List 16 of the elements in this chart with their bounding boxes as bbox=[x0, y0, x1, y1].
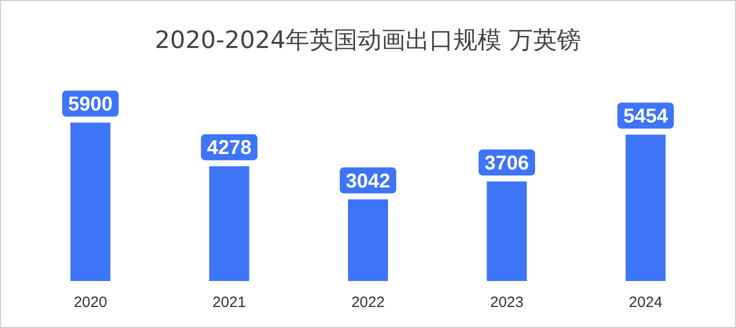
x-tick-label: 2023 bbox=[490, 294, 524, 311]
data-label: 4278 bbox=[206, 137, 252, 160]
chart-title: 2020-2024年英国动画出口规模 万英镑 bbox=[154, 26, 582, 54]
data-label: 5454 bbox=[623, 106, 669, 128]
x-tick-label: 2022 bbox=[351, 294, 385, 311]
bar bbox=[70, 122, 110, 281]
x-tick-label: 2024 bbox=[628, 294, 662, 311]
bar bbox=[486, 182, 527, 281]
x-tick-label: 2020 bbox=[74, 294, 108, 311]
bar bbox=[626, 134, 666, 281]
data-label: 3706 bbox=[484, 152, 530, 175]
x-tick-label: 2021 bbox=[212, 294, 246, 311]
data-label: 5900 bbox=[68, 94, 113, 116]
data-label: 3042 bbox=[346, 170, 390, 192]
bar bbox=[348, 199, 388, 281]
bar bbox=[209, 166, 250, 281]
